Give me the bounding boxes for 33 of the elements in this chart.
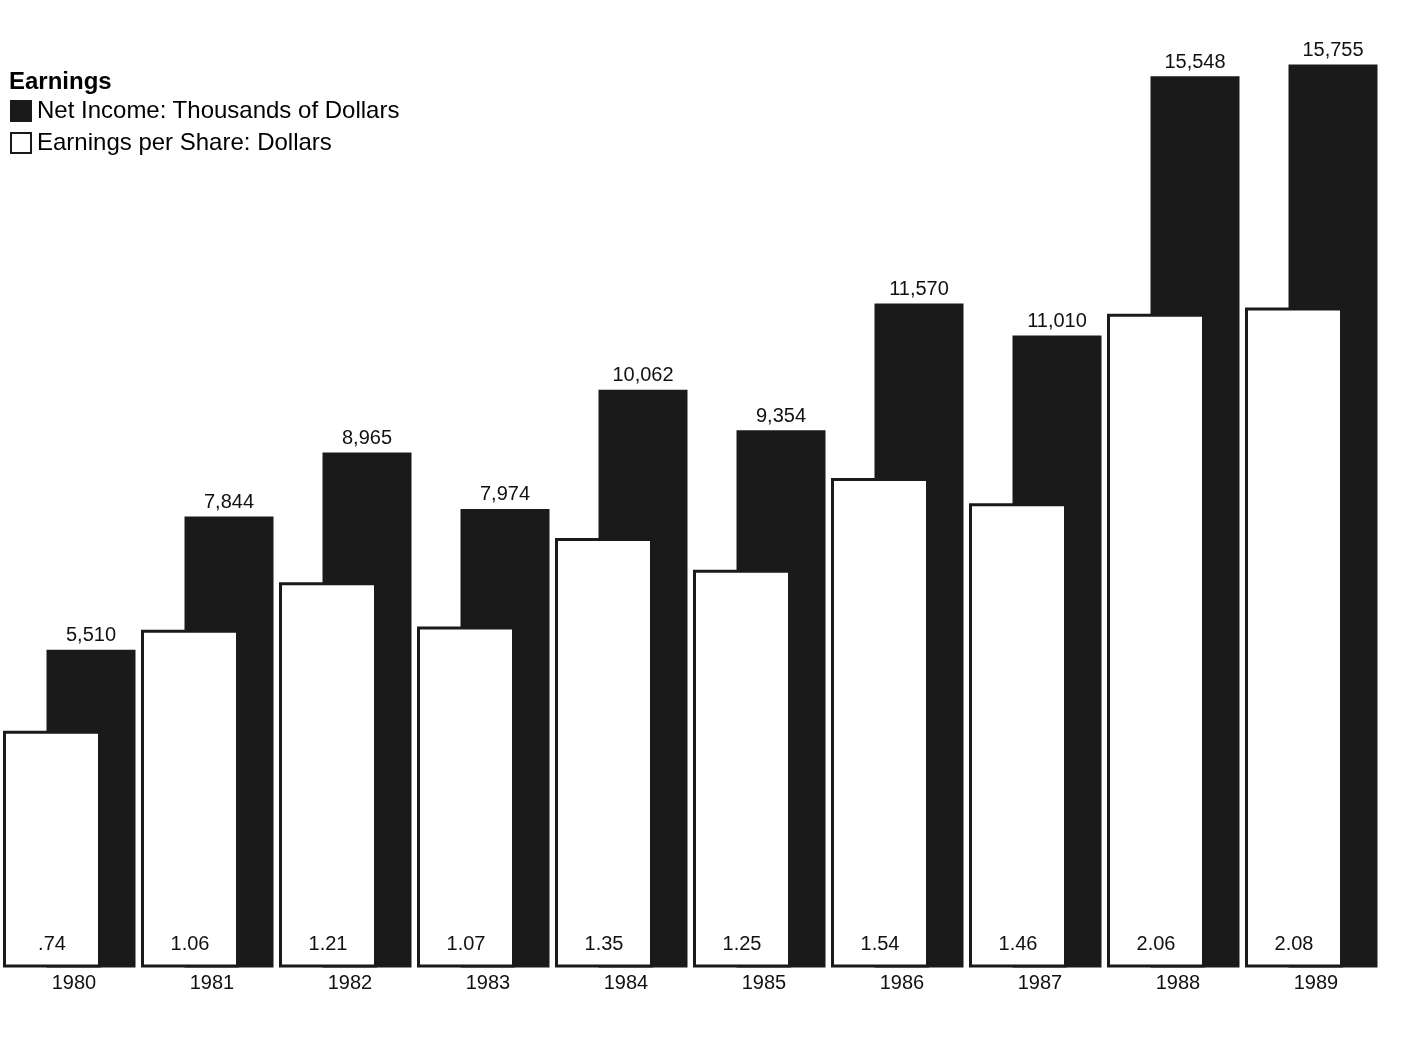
data-label: 5,510 <box>65 623 117 646</box>
data-label: 15,755 <box>1302 38 1364 60</box>
data-label: 2.08 <box>1274 932 1314 954</box>
x-tick-label: 1985 <box>741 970 787 993</box>
data-label: 11,570 <box>889 277 949 300</box>
data-label: 11,010 <box>1027 309 1087 332</box>
legend-label: Earnings per Share: Dollars <box>37 128 332 155</box>
data-label: 1.35 <box>584 932 624 954</box>
legend-label: Net Income: Thousands of Dollars <box>37 96 400 123</box>
legend-title: Earnings <box>9 67 112 94</box>
x-tick-label: 1984 <box>603 970 649 993</box>
data-label: 1.46 <box>998 932 1038 954</box>
data-label: 8,965 <box>341 425 393 448</box>
data-label: 15,548 <box>1164 49 1226 72</box>
data-label: 2.06 <box>1136 932 1176 954</box>
x-tick-label: 1983 <box>465 970 511 993</box>
data-label: 1.21 <box>308 932 348 954</box>
data-label: 7,974 <box>479 482 531 505</box>
x-tick-label: 1981 <box>189 970 235 993</box>
data-label: 7,844 <box>203 489 255 512</box>
data-label: 1.07 <box>446 932 486 954</box>
data-label: 1.06 <box>170 932 210 954</box>
data-label: 9,354 <box>755 403 807 426</box>
x-tick-label: 1989 <box>1293 970 1339 993</box>
data-label: 1.54 <box>860 932 900 954</box>
x-tick-label: 1982 <box>327 970 373 993</box>
x-tick-label: 1980 <box>51 970 97 993</box>
data-label: 1.25 <box>722 932 762 954</box>
x-tick-label: 1986 <box>879 970 925 993</box>
x-tick-label: 1987 <box>1017 970 1063 993</box>
data-label: 10,062 <box>612 363 674 386</box>
data-label: .74 <box>38 932 66 954</box>
x-tick-label: 1988 <box>1155 970 1201 993</box>
